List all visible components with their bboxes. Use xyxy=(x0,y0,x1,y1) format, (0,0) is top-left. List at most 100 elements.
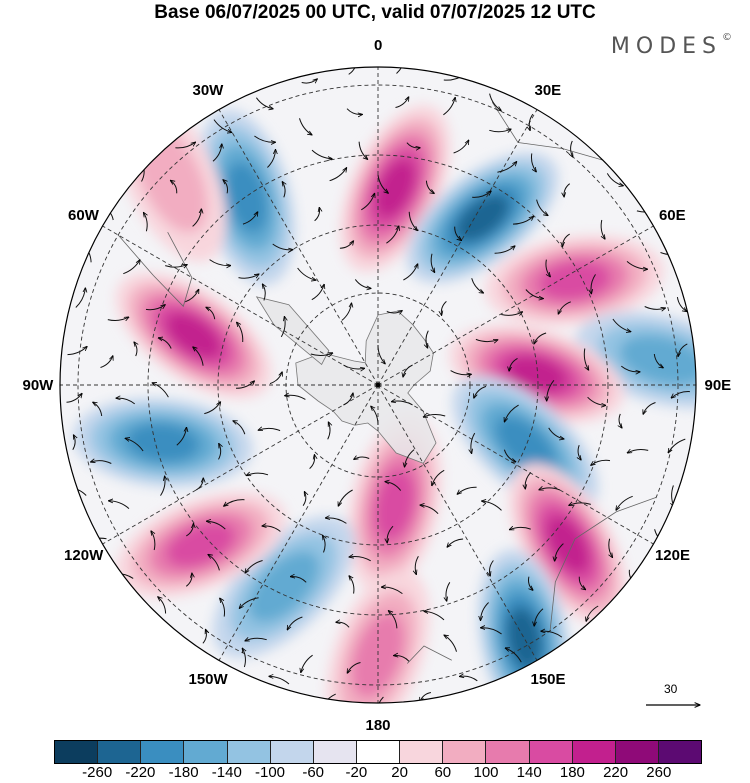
wind-vector-40 xyxy=(325,518,347,524)
wind-vector-183 xyxy=(541,631,563,638)
wind-vector-26 xyxy=(269,372,282,385)
wind-vector-67 xyxy=(206,307,216,320)
latitude-circle-2 xyxy=(147,154,609,616)
latitude-circle-3 xyxy=(77,84,679,686)
wind-vector-127 xyxy=(223,180,229,194)
colorbar-swatch-11 xyxy=(529,741,573,763)
colorbar-swatch-2 xyxy=(141,741,185,763)
wind-vector-24 xyxy=(309,455,315,469)
modes-logo: MODES© xyxy=(611,32,732,59)
wind-vector-143 xyxy=(578,576,585,590)
wind-vector-198 xyxy=(67,347,88,356)
colorbar-tick-label: -220 xyxy=(125,764,156,781)
wind-vector-98 xyxy=(329,168,347,182)
wind-vector-204 xyxy=(213,119,232,133)
lon-30w-label: 30W xyxy=(192,82,224,100)
wind-vector-192 xyxy=(158,597,167,614)
wind-vector-125 xyxy=(165,265,187,268)
wind-vector-172 xyxy=(606,173,623,185)
wind-vector-74 xyxy=(472,191,491,198)
wind-vector-12 xyxy=(327,422,330,440)
wind-vector-151 xyxy=(220,598,226,617)
anomaly-contour-11-3 xyxy=(166,522,236,568)
wind-vector-79 xyxy=(587,396,606,405)
wind-vector-116 xyxy=(287,616,303,630)
wind-vector-7 xyxy=(426,330,429,348)
colorbar-tick-label: -20 xyxy=(345,764,368,781)
meridian-60 xyxy=(377,225,654,386)
wind-vector-197 xyxy=(66,393,83,403)
anomaly-contour-10-2 xyxy=(248,551,320,623)
wind-vector-32 xyxy=(471,278,484,293)
wind-vector-94 xyxy=(185,289,199,303)
lon-30e-label: 30E xyxy=(534,82,562,100)
wind-vector-80 xyxy=(578,445,581,460)
wind-vector-157 xyxy=(100,356,113,368)
wind-vector-88 xyxy=(245,560,263,574)
wind-vector-140 xyxy=(627,449,649,452)
wind-vector-82 xyxy=(509,527,531,529)
wind-vector-113 xyxy=(424,611,445,621)
wind-vector-170 xyxy=(529,113,534,130)
wind-vector-86 xyxy=(349,576,355,594)
south-pole-marker xyxy=(375,382,381,388)
wind-vector-184 xyxy=(505,648,522,663)
colorbar-swatch-8 xyxy=(400,741,444,763)
wind-vector-78 xyxy=(583,348,588,371)
wind-vector-9 xyxy=(423,415,446,418)
wind-vector-76 xyxy=(545,259,550,277)
field-layer xyxy=(73,94,696,703)
wind-vector-124 xyxy=(145,305,165,311)
wind-vector-50 xyxy=(454,226,462,241)
map-border xyxy=(59,66,697,704)
wind-vector-91 xyxy=(176,427,187,446)
graticule xyxy=(60,67,696,703)
wind-vector-190 xyxy=(242,648,245,668)
wind-vector-111 xyxy=(527,576,533,591)
meridian-240 xyxy=(102,384,379,545)
wind-vector-128 xyxy=(267,150,275,168)
map-title: Base 06/07/2025 00 UTC, valid 07/07/2025… xyxy=(154,2,596,23)
wind-vector-137 xyxy=(644,306,666,310)
wind-vector-196 xyxy=(72,435,75,450)
wind-vector-167 xyxy=(396,67,406,74)
wind-vector-159 xyxy=(123,260,140,275)
wind-vector-39 xyxy=(387,525,394,543)
colorbar-swatch-7 xyxy=(356,741,401,763)
wind-vector-45 xyxy=(237,322,244,343)
anomaly-contour-1-4 xyxy=(455,194,510,242)
wind-vector-43 xyxy=(233,421,246,435)
colorbar-tick-label: 60 xyxy=(434,764,452,781)
colorbar-tick-label: 220 xyxy=(603,764,629,781)
wind-vector-145 xyxy=(481,628,502,635)
wind-vector-152 xyxy=(185,573,192,587)
lon-150e-label: 150E xyxy=(530,670,566,688)
wind-vector-6 xyxy=(386,311,403,314)
wind-vector-187 xyxy=(376,696,384,703)
wind-vector-122 xyxy=(116,398,136,405)
wind-vector-70 xyxy=(314,207,320,222)
wind-vector-52 xyxy=(525,289,543,299)
wind-vector-165 xyxy=(346,108,362,115)
wind-vector-51 xyxy=(494,246,515,254)
wind-vector-84 xyxy=(446,582,451,601)
wind-vector-42 xyxy=(246,473,269,475)
colorbar-tick-label: 140 xyxy=(516,764,542,781)
wind-vector-182 xyxy=(586,605,599,621)
wind-vector-97 xyxy=(282,182,285,198)
reference-vector-arrow xyxy=(646,683,710,713)
wind-vector-139 xyxy=(643,402,656,415)
wind-vector-93 xyxy=(158,338,172,349)
wind-vector-155 xyxy=(91,461,112,464)
colorbar-tick-label: -60 xyxy=(302,764,325,781)
wind-vector-71 xyxy=(361,193,374,211)
colorbar-swatch-0 xyxy=(55,741,99,763)
wind-vector-156 xyxy=(93,402,103,417)
wind-vector-41 xyxy=(302,492,306,506)
colorbar-tick-label: -260 xyxy=(82,764,113,781)
wind-vector-1 xyxy=(403,364,413,377)
colorbar-swatch-1 xyxy=(98,741,142,763)
wind-vector-16 xyxy=(403,264,417,281)
lon-120e-label: 120E xyxy=(654,546,690,564)
anomaly-contour-13-4 xyxy=(166,312,222,359)
